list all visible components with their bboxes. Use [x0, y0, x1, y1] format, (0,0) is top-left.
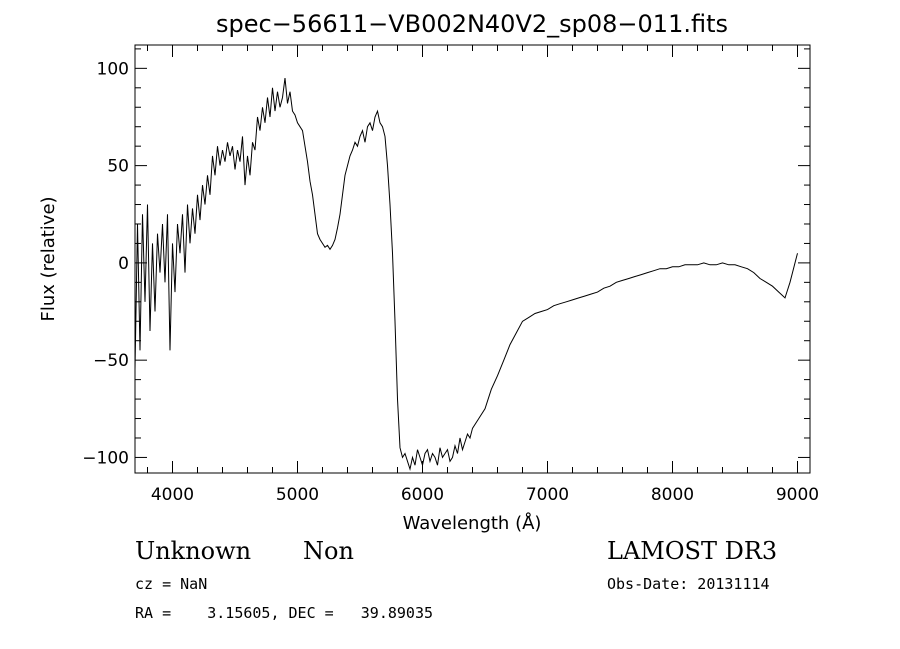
x-tick-label: 4000 — [151, 485, 194, 505]
x-tick-label: 7000 — [526, 485, 569, 505]
x-axis-label: Wavelength (Å) — [403, 512, 542, 534]
y-tick-label: 0 — [118, 254, 129, 274]
axes: 4000 5000 6000 7000 8000 9000 100 50 0 −50 −100 — [82, 45, 819, 505]
chart-title: spec−56611−VB002N40V2_sp08−011.fits — [216, 10, 728, 38]
x-tick-label: 6000 — [401, 485, 444, 505]
y-tick-label: 100 — [97, 59, 129, 79]
x-tick-label: 8000 — [651, 485, 694, 505]
y-tick-label: 50 — [107, 157, 129, 177]
redshift-text: cz = NaN — [135, 575, 208, 593]
obs-date: Obs-Date: 20131114 — [607, 575, 770, 593]
y-tick-label: −50 — [93, 351, 129, 371]
object-subclass: Non — [303, 537, 354, 565]
object-class: Unknown — [135, 537, 252, 565]
survey-name: LAMOST DR3 — [607, 537, 778, 565]
coordinates-text: RA = 3.15605, DEC = 39.89035 — [135, 604, 434, 622]
x-tick-label: 5000 — [276, 485, 319, 505]
x-tick-label: 9000 — [776, 485, 819, 505]
y-axis-label: Flux (relative) — [38, 196, 59, 321]
y-tick-label: −100 — [82, 448, 129, 468]
plot-frame — [134, 44, 811, 474]
spectrum-line — [134, 78, 798, 472]
